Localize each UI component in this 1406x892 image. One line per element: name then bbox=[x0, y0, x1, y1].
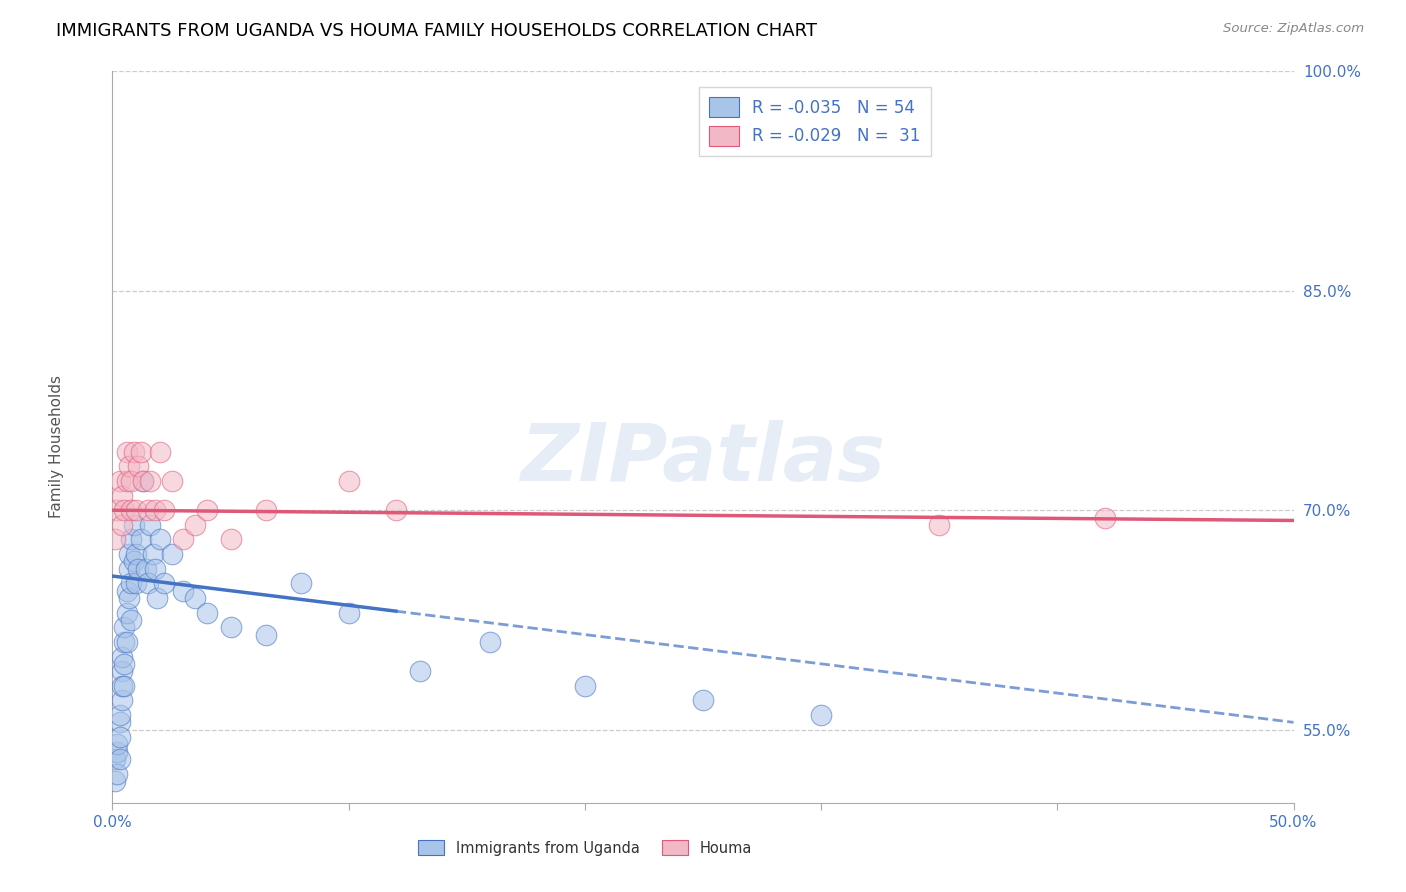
Point bbox=[104, 752, 127, 766]
Point bbox=[108, 730, 131, 744]
Point bbox=[105, 503, 128, 517]
Point bbox=[160, 474, 183, 488]
Point bbox=[115, 583, 138, 598]
Point bbox=[149, 444, 172, 458]
Point bbox=[219, 620, 242, 634]
Point bbox=[125, 503, 148, 517]
Point bbox=[125, 547, 148, 561]
Point bbox=[810, 708, 832, 723]
Point bbox=[111, 489, 134, 503]
Point bbox=[184, 591, 207, 605]
Point bbox=[118, 591, 141, 605]
Point bbox=[195, 606, 218, 620]
Point bbox=[118, 547, 141, 561]
Point bbox=[111, 693, 134, 707]
Point bbox=[146, 591, 169, 605]
Point bbox=[195, 503, 218, 517]
Point bbox=[142, 547, 165, 561]
Point bbox=[337, 606, 360, 620]
Point bbox=[115, 444, 138, 458]
Point bbox=[118, 459, 141, 474]
Point bbox=[120, 503, 142, 517]
Point bbox=[574, 679, 596, 693]
Point bbox=[1094, 510, 1116, 524]
Legend: Immigrants from Uganda, Houma: Immigrants from Uganda, Houma bbox=[412, 834, 758, 862]
Point bbox=[254, 627, 277, 641]
Point bbox=[479, 635, 502, 649]
Point bbox=[143, 503, 166, 517]
Point bbox=[132, 474, 155, 488]
Text: Family Households: Family Households bbox=[49, 375, 63, 517]
Point bbox=[136, 576, 159, 591]
Point bbox=[153, 503, 176, 517]
Point bbox=[120, 533, 142, 547]
Point bbox=[139, 517, 162, 532]
Point bbox=[111, 679, 134, 693]
Point bbox=[143, 562, 166, 576]
Point bbox=[104, 773, 127, 788]
Point bbox=[118, 562, 141, 576]
Point bbox=[139, 474, 162, 488]
Point bbox=[111, 649, 134, 664]
Point bbox=[122, 444, 145, 458]
Point bbox=[108, 708, 131, 723]
Point bbox=[127, 459, 149, 474]
Point bbox=[692, 693, 714, 707]
Point bbox=[108, 752, 131, 766]
Point bbox=[115, 635, 138, 649]
Point bbox=[112, 635, 135, 649]
Point bbox=[149, 533, 172, 547]
Point bbox=[127, 562, 149, 576]
Point bbox=[135, 562, 157, 576]
Point bbox=[112, 657, 135, 671]
Point bbox=[290, 576, 312, 591]
Point bbox=[184, 517, 207, 532]
Point bbox=[928, 517, 950, 532]
Point bbox=[120, 613, 142, 627]
Point bbox=[108, 715, 131, 730]
Point bbox=[125, 576, 148, 591]
Point bbox=[104, 533, 127, 547]
Point bbox=[219, 533, 242, 547]
Point bbox=[108, 474, 131, 488]
Point bbox=[160, 547, 183, 561]
Point bbox=[129, 444, 152, 458]
Point bbox=[172, 533, 194, 547]
Point bbox=[132, 474, 155, 488]
Point bbox=[112, 620, 135, 634]
Point bbox=[105, 766, 128, 780]
Point bbox=[111, 517, 134, 532]
Point bbox=[111, 664, 134, 678]
Point bbox=[115, 474, 138, 488]
Point bbox=[129, 533, 152, 547]
Point bbox=[112, 503, 135, 517]
Point bbox=[385, 503, 408, 517]
Point bbox=[122, 517, 145, 532]
Point bbox=[136, 503, 159, 517]
Point bbox=[115, 606, 138, 620]
Point bbox=[120, 474, 142, 488]
Text: Source: ZipAtlas.com: Source: ZipAtlas.com bbox=[1223, 22, 1364, 36]
Point bbox=[112, 679, 135, 693]
Text: IMMIGRANTS FROM UGANDA VS HOUMA FAMILY HOUSEHOLDS CORRELATION CHART: IMMIGRANTS FROM UGANDA VS HOUMA FAMILY H… bbox=[56, 22, 817, 40]
Point bbox=[408, 664, 430, 678]
Point bbox=[105, 745, 128, 759]
Point bbox=[153, 576, 176, 591]
Text: ZIPatlas: ZIPatlas bbox=[520, 420, 886, 498]
Point bbox=[122, 554, 145, 568]
Point bbox=[105, 737, 128, 751]
Point bbox=[254, 503, 277, 517]
Point bbox=[172, 583, 194, 598]
Point bbox=[337, 474, 360, 488]
Point bbox=[120, 576, 142, 591]
